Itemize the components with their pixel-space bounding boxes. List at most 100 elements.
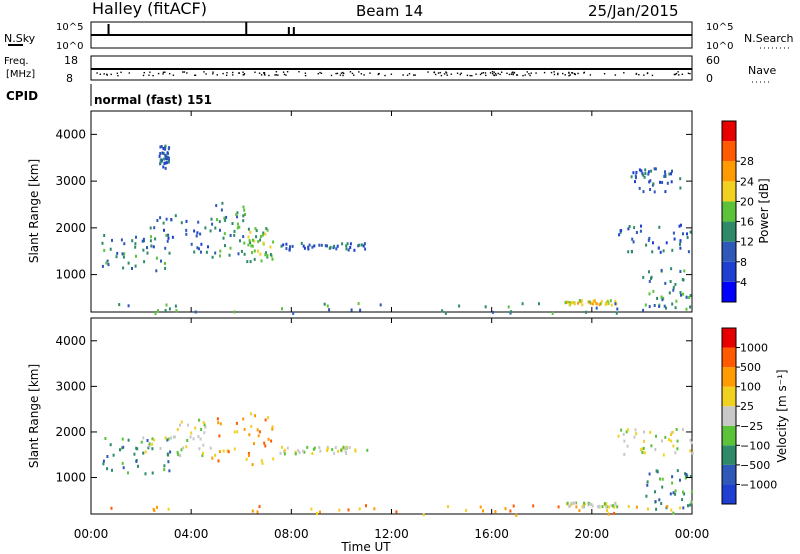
echo-cell (166, 239, 169, 243)
echo-cell (551, 311, 554, 315)
echo-cell (150, 244, 153, 248)
echo-cell (149, 239, 152, 243)
echo-cell (164, 436, 167, 440)
echo-cell (340, 448, 343, 452)
echo-cell (231, 222, 234, 225)
echo-cell (609, 299, 612, 303)
x-tick-label: 16:00 (474, 527, 509, 541)
nave-dot (351, 72, 354, 75)
echo-cell (664, 170, 666, 174)
echo-cell (219, 422, 222, 426)
nave-dot (162, 73, 164, 75)
echo-cell (319, 449, 322, 453)
echo-cell (654, 167, 657, 171)
echo-cell (320, 243, 323, 247)
echo-cell (251, 509, 254, 513)
echo-cell (650, 276, 652, 280)
echo-cell (218, 220, 221, 224)
echo-cell (690, 490, 693, 494)
echo-cell (689, 305, 692, 309)
echo-cell (616, 307, 619, 311)
echo-cell (643, 430, 645, 434)
echo-cell (627, 250, 630, 254)
echo-cell (122, 266, 125, 270)
echo-cell (163, 157, 166, 161)
echo-cell (243, 208, 246, 212)
echo-cell (626, 444, 629, 448)
echo-cell (200, 242, 203, 246)
y-tick-label: 4000 (55, 334, 86, 348)
colorbar-tick-label: 24 (740, 175, 754, 188)
echo-cell (164, 144, 167, 148)
echo-cell (319, 510, 321, 514)
echo-cell (180, 221, 183, 225)
echo-cell (648, 180, 651, 184)
echo-cell (237, 222, 239, 226)
echo-cell (646, 480, 649, 484)
colorbar-cell (722, 241, 736, 262)
echo-cell (257, 249, 259, 253)
nave-dot (499, 73, 501, 76)
nave-dot (242, 71, 244, 73)
nave-dot (286, 71, 289, 73)
colorbar-tick-label: −1000 (740, 478, 777, 491)
echo-cell (662, 249, 665, 253)
nave-dot (194, 74, 196, 76)
echo-cell (570, 501, 573, 505)
echo-cell (214, 226, 217, 230)
echo-cell (165, 233, 168, 237)
echo-cell (218, 434, 221, 438)
nave-dot (479, 73, 482, 76)
nave-dot (274, 74, 276, 76)
echo-cell (253, 249, 256, 253)
echo-cell (159, 158, 162, 162)
echo-cell (617, 434, 620, 438)
echo-cell (185, 232, 188, 236)
echo-cell (647, 170, 650, 174)
echo-cell (635, 171, 638, 174)
echo-cell (599, 302, 602, 306)
echo-cell (689, 475, 692, 478)
echo-cell (257, 434, 260, 438)
echo-cell (289, 245, 291, 249)
echo-cell (182, 446, 185, 450)
echo-cell (194, 426, 197, 430)
nave-dot (528, 73, 530, 75)
echo-cell (294, 452, 297, 456)
echo-cell (665, 241, 668, 245)
echo-cell (682, 292, 684, 296)
echo-cell (638, 186, 641, 190)
freq-tick-top: 18 (64, 54, 78, 67)
echo-cell (331, 448, 334, 452)
echo-cell (147, 446, 150, 450)
echo-cell (111, 468, 113, 472)
echo-cell (242, 235, 245, 239)
echo-cell (521, 302, 524, 306)
echo-cell (686, 474, 689, 478)
echo-cell (678, 224, 681, 228)
echo-cell (675, 299, 678, 303)
nave-dot (330, 74, 333, 77)
nave-dot (142, 74, 145, 77)
nave-dot (512, 73, 514, 76)
nave-dot (212, 71, 214, 73)
echo-cell (242, 214, 245, 218)
nave-dot (103, 73, 105, 75)
velocity-echo-scatter (102, 412, 694, 517)
echo-cell (224, 218, 227, 222)
echo-cell (281, 445, 284, 449)
echo-cell (592, 299, 595, 303)
echo-cell (223, 216, 226, 220)
nave-dot (110, 73, 112, 76)
echo-cell (682, 506, 685, 510)
echo-cell (169, 450, 172, 454)
echo-cell (589, 502, 592, 506)
nave-dot (553, 71, 555, 73)
echo-cell (203, 431, 206, 435)
echo-cell (661, 485, 664, 489)
echo-cell (479, 505, 482, 509)
nave-dot (508, 73, 511, 76)
echo-cell (607, 512, 610, 516)
nave-dot (353, 74, 355, 76)
nave-dot (194, 74, 197, 76)
